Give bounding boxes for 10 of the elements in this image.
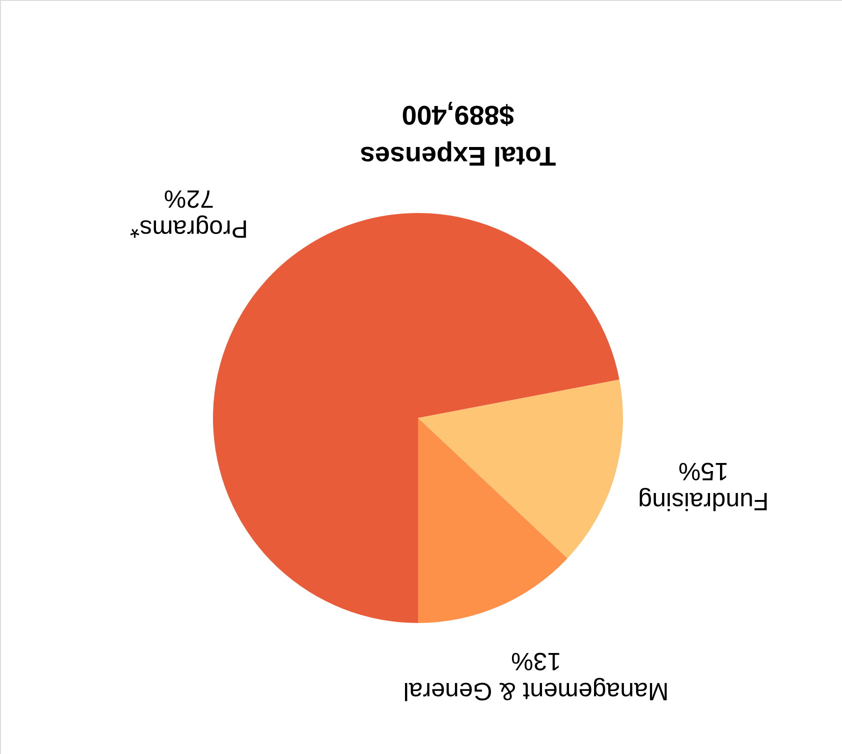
slice-label: Programs*: [130, 214, 248, 243]
data-label: 15%: [678, 456, 728, 485]
chart-subtitle: $889,400: [402, 100, 514, 130]
slice-label: Management & General: [403, 676, 669, 705]
chart-title: Total Expenses: [360, 141, 556, 171]
slice-label: Fundraising: [638, 486, 769, 515]
pie-slice: [418, 380, 623, 558]
data-label: 72%: [164, 184, 214, 213]
pie-slice: [418, 418, 568, 623]
data-label: 13%: [511, 646, 562, 675]
